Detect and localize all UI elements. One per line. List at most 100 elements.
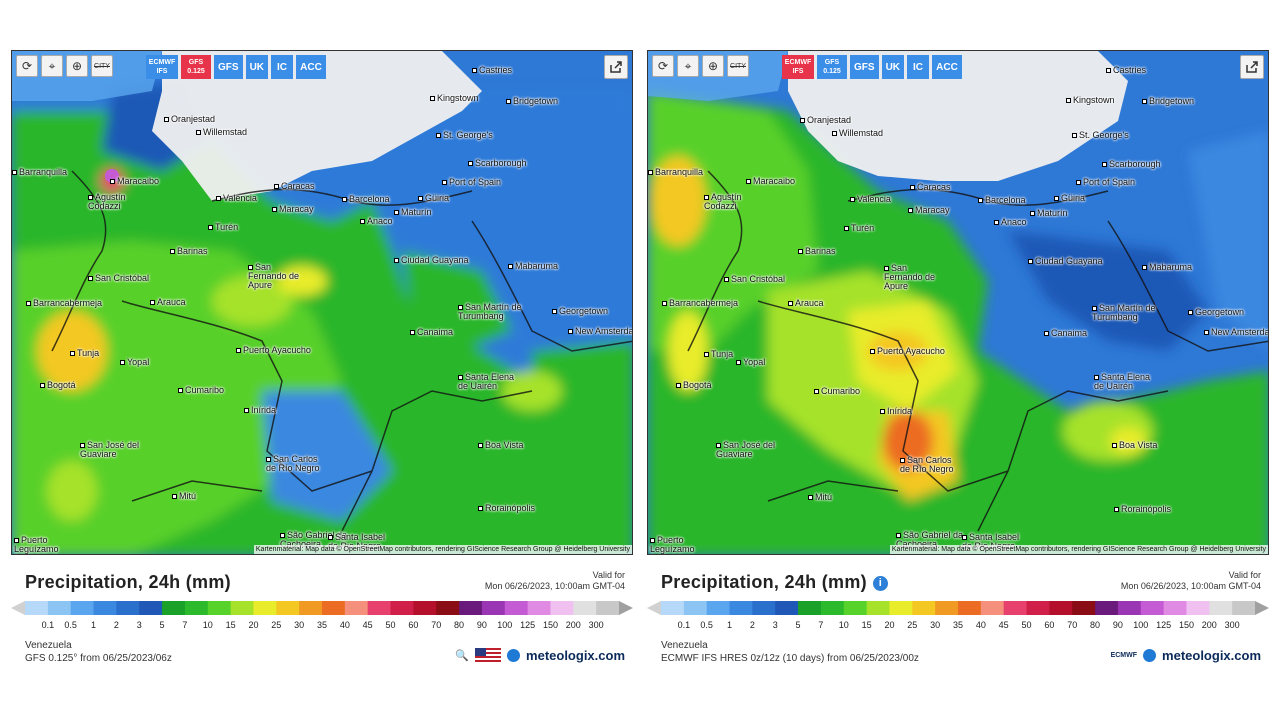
city-label: Inírida [244,406,276,415]
scale-tick-label: 50 [385,620,396,630]
city-label: Castries [1106,66,1146,75]
reload-icon[interactable]: ⟳ [16,55,38,77]
scale-tick-label: 90 [1112,620,1123,630]
zoom-icon[interactable]: ⊕ [702,55,724,77]
model-info: Venezuela GFS 0.125° from 06/25/2023/06z [25,639,172,665]
city-label: Barcelona [342,195,390,204]
model-source: ECMWF IFS HRES 0z/12z (10 days) from 06/… [661,653,919,664]
color-scale-ticks: 0.1 0.5 1 2 3 5 7 10 15 20 25 30 35 40 45 50 60 70 80 90 100… [11,620,633,632]
brand-name[interactable]: meteologix.com [1162,648,1261,663]
model-button-gfs-0125[interactable]: GFS 0.125 [817,55,847,79]
city-label: Maturín [1030,209,1068,218]
precipitation-field [648,51,1268,554]
scale-tick-label: 0.1 [41,620,55,630]
model-button-gfs[interactable]: GFS [850,55,879,79]
model-button-gfs-0125[interactable]: GFS 0.125 [181,55,211,79]
scale-tick-label: 3 [772,620,778,630]
scale-swatch [889,601,913,615]
info-icon[interactable]: i [872,575,888,591]
model-button-acc[interactable]: ACC [296,55,327,79]
location-pin-icon[interactable]: ⌖ [41,55,63,77]
zoom-icon[interactable]: ⊕ [66,55,88,77]
model-button-uk[interactable]: UK [245,55,269,79]
scale-tick-label: 5 [795,620,801,630]
city-label: Canaima [410,328,453,337]
model-button-acc[interactable]: ACC [932,55,963,79]
city-label: Barinas [170,247,208,256]
scale-tick-label: 25 [271,620,282,630]
color-scale-ticks: 0.1 0.5 1 2 3 5 7 10 15 20 25 30 35 40 45 50 60 70 80 90 100… [647,620,1269,632]
city-label: Barinas [798,247,836,256]
city-label: Tunja [70,349,99,358]
scale-tick-label: 20 [884,620,895,630]
city-label: Scarborough [1102,160,1161,169]
scale-swatch [1026,601,1050,615]
city-label: Port of Spain [442,178,501,187]
valid-datetime: Mon 06/26/2023, 10:00am GMT-04 [1120,581,1261,591]
scale-tick-label: 125 [1156,620,1172,630]
brand-name[interactable]: meteologix.com [526,648,625,663]
model-button-ecmwf[interactable]: ECMWF IFS [146,55,178,79]
region-label: Venezuela [25,640,72,651]
model-button-ic[interactable]: IC [907,55,930,79]
city-label: Santa Elena de Uairén [1094,373,1154,391]
scale-tick-label: 200 [1201,620,1217,630]
hd-magnifier-icon[interactable]: 🔍 [455,650,470,662]
city-label: San Martín de Turumbang [1092,304,1162,322]
scale-tick-label: 7 [182,620,188,630]
model-button-gfs[interactable]: GFS [214,55,243,79]
scale-swatch [47,601,72,615]
scale-swatch [1209,601,1233,615]
scale-swatch [527,601,551,615]
city-label: St. George's [1072,131,1129,140]
city-label: Yopal [120,358,149,367]
right-panel: ⟳ ⌖ ⊕ CITY ECMWF IFS GFS 0.125 GFS UK IC… [647,50,1269,670]
scale-swatch [1003,601,1028,615]
city-label: San Carlos de Río Negro [900,456,956,474]
location-pin-icon[interactable]: ⌖ [677,55,699,77]
model-info: Venezuela ECMWF IFS HRES 0z/12z (10 days… [661,639,919,665]
brand: ECMWF meteologix.com [1111,648,1261,663]
city-label: Ciudad Guayana [1028,257,1103,266]
scale-tick-label: 100 [1133,620,1149,630]
city-label: Tunja [704,350,733,359]
color-scale-bar [11,601,633,615]
city-label: San Fernando de Apure [884,264,944,291]
scale-tick-label: 40 [975,620,986,630]
model-selector: ECMWF IFS GFS 0.125 GFS UK IC ACC [146,55,327,79]
share-icon[interactable] [604,55,628,79]
scale-swatch [706,601,731,615]
scale-tick-label: 80 [454,620,465,630]
scale-tick-label: 50 [1021,620,1032,630]
city-label: Valencia [850,195,891,204]
scale-swatch [322,601,346,615]
city-label: Inírida [880,407,912,416]
model-button-ic[interactable]: IC [271,55,294,79]
model-button-uk[interactable]: UK [881,55,905,79]
share-icon[interactable] [1240,55,1264,79]
city-label: San Cristóbal [88,274,149,283]
scale-tick-label: 200 [565,620,581,630]
map-toolbar: ⟳ ⌖ ⊕ CITY [16,55,113,77]
scale-swatch [116,601,140,615]
city-label: San Martín de Turumbang [458,303,528,321]
city-label: Anaco [994,218,1027,227]
scale-swatch [1232,601,1256,615]
scale-tick-label: 1 [91,620,97,630]
precipitation-map-gfs[interactable]: ⟳ ⌖ ⊕ CITY ECMWF IFS GFS 0.125 GFS UK IC… [11,50,633,555]
chart-title-text: Precipitation, 24h (mm) [661,572,867,592]
reload-icon[interactable]: ⟳ [652,55,674,77]
scale-tick-label: 15 [861,620,872,630]
scale-tick-label: 3 [136,620,142,630]
city-toggle-button[interactable]: CITY [727,55,749,77]
model-button-ecmwf[interactable]: ECMWF IFS [782,55,814,79]
city-label: New Amsterdam [1204,328,1268,337]
city-toggle-button[interactable]: CITY [91,55,113,77]
precipitation-map-ecmwf[interactable]: ⟳ ⌖ ⊕ CITY ECMWF IFS GFS 0.125 GFS UK IC… [647,50,1269,555]
city-label: Agustín Codazzi [88,193,128,211]
scale-arrow-left [11,601,25,615]
city-label: Caracas [910,183,951,192]
city-label: Maracay [908,206,950,215]
city-label: Georgetown [552,307,608,316]
city-label: Rorainópolis [1114,505,1171,514]
